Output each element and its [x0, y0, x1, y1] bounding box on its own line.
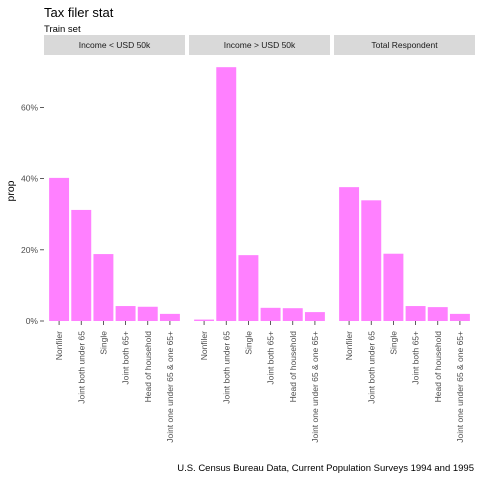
y-axis: 0% 20% 40% 60%	[21, 102, 44, 326]
facet-strip	[44, 35, 185, 55]
bar	[159, 313, 180, 321]
x-tick-label: Joint both under 65	[221, 331, 231, 404]
facet-panel: Income < USD 50k Nonfiler Joint both under…	[44, 35, 185, 443]
bar	[115, 306, 136, 321]
y-tick-label: 40%	[21, 174, 38, 184]
chart-title: Tax filer stat	[44, 5, 114, 20]
x-tick-label: Single	[98, 331, 108, 355]
x-tick-label: Joint both under 65	[76, 331, 86, 404]
x-tick-label: Joint one under 65 & one 65+	[165, 331, 175, 443]
bar	[383, 253, 404, 321]
bar	[427, 307, 448, 321]
x-tick-label: Joint both 65+	[121, 331, 131, 385]
bar	[137, 306, 158, 321]
facet-panels: Income < USD 50k Nonfiler Joint both under…	[44, 35, 475, 443]
x-tick-label: Nonfiler	[344, 331, 354, 360]
x-tick-label: Joint both under 65	[366, 331, 376, 404]
bar	[339, 187, 360, 321]
facet-panel: Income > USD 50k Nonfiler Joint both under…	[189, 35, 330, 443]
x-tick-label: Head of household	[433, 331, 443, 403]
x-tick-label: Joint both 65+	[266, 331, 276, 385]
x-tick-label: Nonfiler	[54, 331, 64, 360]
x-tick-label: Joint one under 65 & one 65+	[455, 331, 465, 443]
x-tick-label: Single	[243, 331, 253, 355]
y-axis-title: prop	[5, 180, 17, 201]
chart-caption: U.S. Census Bureau Data, Current Populat…	[177, 463, 474, 474]
x-tick-label: Nonfiler	[199, 331, 209, 360]
bar	[361, 200, 382, 321]
bar	[304, 312, 325, 321]
facet-panel: Total Respondent Nonfiler Joint both under…	[334, 35, 475, 443]
bar	[216, 67, 237, 321]
bar	[238, 255, 259, 321]
bar	[194, 319, 215, 321]
x-tick-label: Joint both 65+	[411, 331, 421, 385]
bar	[71, 209, 92, 321]
bar	[282, 308, 303, 321]
x-tick-label: Single	[388, 331, 398, 355]
bar	[93, 254, 114, 321]
x-tick-label: Head of household	[143, 331, 153, 403]
y-tick-label: 20%	[21, 245, 38, 255]
facet-strip	[334, 35, 475, 55]
facet-strip-label: Income < USD 50k	[79, 40, 151, 50]
bar	[260, 307, 281, 321]
bar	[449, 313, 470, 321]
x-tick-label: Joint one under 65 & one 65+	[310, 331, 320, 443]
bar	[49, 177, 70, 321]
facet-strip-label: Income > USD 50k	[224, 40, 296, 50]
facet-strip-label: Total Respondent	[371, 40, 438, 50]
chart-subtitle: Train set	[44, 24, 81, 35]
y-tick-label: 0%	[26, 316, 39, 326]
y-tick-label: 60%	[21, 102, 38, 112]
bar	[405, 306, 426, 321]
facet-strip	[189, 35, 330, 55]
x-tick-label: Head of household	[288, 331, 298, 403]
